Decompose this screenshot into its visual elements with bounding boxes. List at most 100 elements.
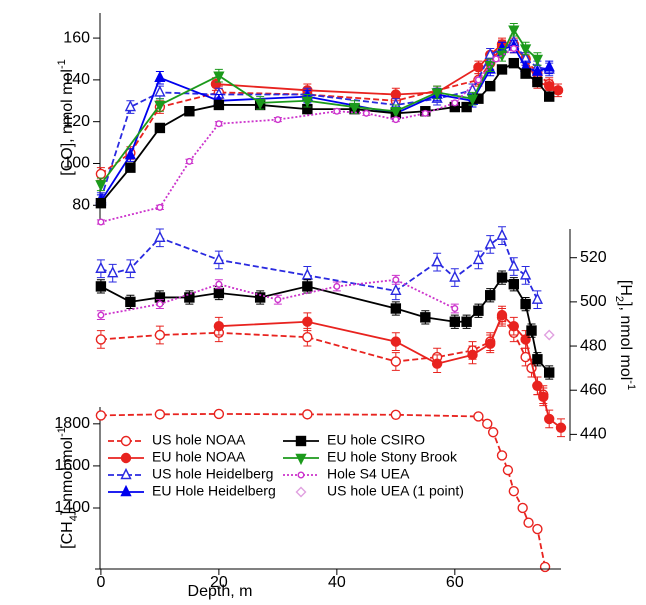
marker xyxy=(510,45,518,53)
marker xyxy=(274,296,282,304)
marker xyxy=(301,96,313,108)
marker xyxy=(517,502,528,514)
marker xyxy=(107,266,119,278)
marker xyxy=(302,332,313,343)
marker xyxy=(520,334,531,345)
marker xyxy=(431,255,443,267)
marker xyxy=(531,292,544,304)
series-line xyxy=(100,47,515,223)
marker xyxy=(97,218,105,226)
legend-label: US hole Heidelberg xyxy=(152,466,273,482)
marker xyxy=(95,410,107,421)
marker xyxy=(95,261,107,273)
legend-entry: EU hole CSIRO xyxy=(283,432,425,448)
marker xyxy=(124,261,137,273)
series-line xyxy=(100,45,550,202)
legend-entry: US hole NOAA xyxy=(108,432,246,448)
y-tick-label: 1400 xyxy=(54,499,90,516)
series xyxy=(96,274,459,321)
y-tick-label: 520 xyxy=(580,249,607,266)
marker xyxy=(538,391,549,403)
marker xyxy=(348,102,361,115)
marker xyxy=(156,203,164,211)
marker xyxy=(449,316,461,327)
marker xyxy=(124,148,137,160)
y-axis-label: [CO], nmol mol-1 xyxy=(56,59,76,175)
marker xyxy=(544,91,555,102)
marker xyxy=(213,252,225,265)
marker xyxy=(466,94,479,106)
marker xyxy=(552,85,564,96)
marker xyxy=(301,268,313,280)
y-tick-label: 460 xyxy=(580,381,607,398)
x-tick-label: 20 xyxy=(210,574,228,591)
marker xyxy=(526,325,537,336)
y-tick-label: 440 xyxy=(580,426,607,443)
legend-entry: EU Hole Heidelberg xyxy=(108,483,276,499)
marker xyxy=(390,336,402,347)
marker xyxy=(185,157,193,165)
legend-marker xyxy=(295,453,307,466)
marker xyxy=(154,122,166,134)
marker xyxy=(508,57,520,69)
marker xyxy=(213,71,225,83)
marker xyxy=(213,408,225,420)
marker xyxy=(95,281,107,292)
series xyxy=(95,226,544,309)
legend-label: US hole UEA (1 point) xyxy=(327,483,464,499)
marker xyxy=(482,418,493,430)
legend-marker xyxy=(120,452,132,464)
marker xyxy=(539,561,551,573)
label-part: -1 xyxy=(56,427,68,437)
marker xyxy=(125,162,136,173)
marker xyxy=(154,85,166,97)
marker xyxy=(451,305,459,313)
marker xyxy=(473,305,484,316)
legend-label: EU hole CSIRO xyxy=(327,432,425,448)
marker xyxy=(532,523,543,535)
marker xyxy=(392,116,400,124)
marker xyxy=(302,316,313,327)
x-tick-label: 40 xyxy=(328,574,346,591)
marker xyxy=(473,411,484,422)
marker xyxy=(451,99,459,107)
marker xyxy=(532,380,543,391)
marker xyxy=(274,116,282,124)
label-part: [CO], nmol mol xyxy=(59,69,76,176)
marker xyxy=(156,300,164,308)
marker xyxy=(215,120,223,128)
marker xyxy=(485,80,496,92)
series-line xyxy=(100,27,539,185)
marker xyxy=(95,180,107,192)
y-tick-label: 1600 xyxy=(54,457,90,474)
marker xyxy=(543,60,555,72)
marker xyxy=(420,312,431,323)
marker xyxy=(97,311,105,319)
legend-label: EU hole Stony Brook xyxy=(327,449,458,465)
marker xyxy=(496,64,508,75)
marker xyxy=(532,76,543,88)
marker xyxy=(487,427,499,438)
series xyxy=(213,305,567,438)
marker xyxy=(508,320,520,332)
legend-marker xyxy=(120,467,132,480)
marker xyxy=(496,309,508,321)
marker xyxy=(392,276,400,284)
legend-label: EU Hole Heidelberg xyxy=(152,483,276,499)
legend-marker xyxy=(297,471,305,479)
label-part: [CH xyxy=(59,521,76,549)
marker xyxy=(508,279,520,290)
label-part: 4 xyxy=(68,515,80,521)
x-axis-label: Depth, m xyxy=(188,583,253,600)
marker xyxy=(508,259,520,271)
series xyxy=(95,22,544,192)
legend-entry: Hole S4 UEA xyxy=(283,466,410,482)
marker xyxy=(472,252,485,265)
series xyxy=(95,270,555,380)
legend-label: US hole NOAA xyxy=(152,432,246,448)
marker xyxy=(519,268,532,280)
marker xyxy=(431,358,443,369)
marker xyxy=(95,168,107,180)
legend-entry: EU hole Stony Brook xyxy=(283,449,458,466)
